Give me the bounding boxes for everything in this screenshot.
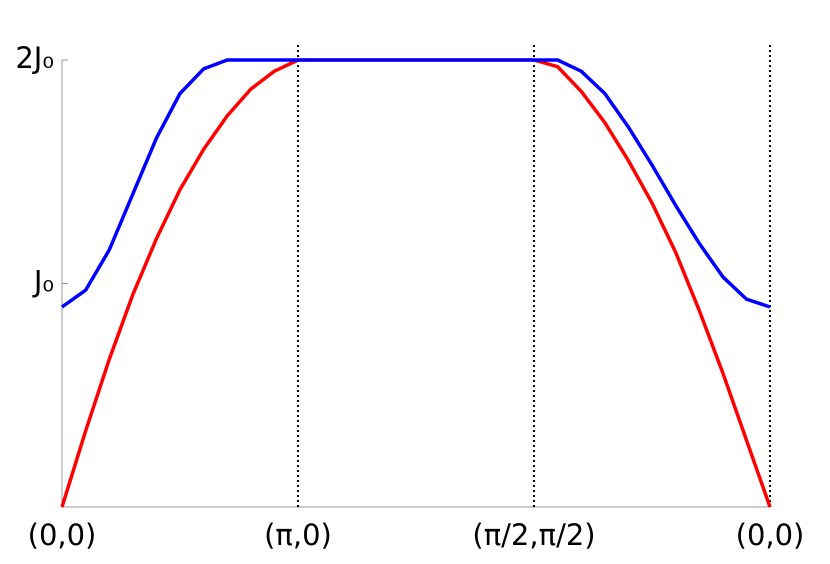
x-tick-label: (π/2,π/2)	[472, 518, 595, 552]
x-tick-label: (0,0)	[28, 518, 97, 552]
x-tick-label: (π,0)	[264, 518, 332, 552]
y-tick-label: J₀	[32, 265, 54, 299]
x-tick-label: (0,0)	[736, 518, 805, 552]
curve	[60, 58, 771, 309]
y-tick-label: 2J₀	[15, 41, 54, 75]
curve	[60, 58, 772, 508]
